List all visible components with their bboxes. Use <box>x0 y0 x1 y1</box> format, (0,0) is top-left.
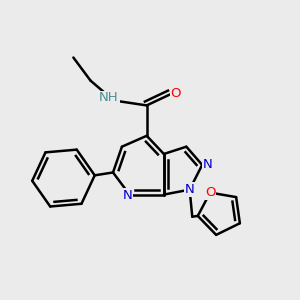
Text: N: N <box>203 158 213 171</box>
Text: N: N <box>123 189 132 202</box>
Text: NH: NH <box>99 91 119 104</box>
Text: N: N <box>185 183 194 196</box>
Text: O: O <box>170 87 181 100</box>
Text: O: O <box>205 186 215 199</box>
